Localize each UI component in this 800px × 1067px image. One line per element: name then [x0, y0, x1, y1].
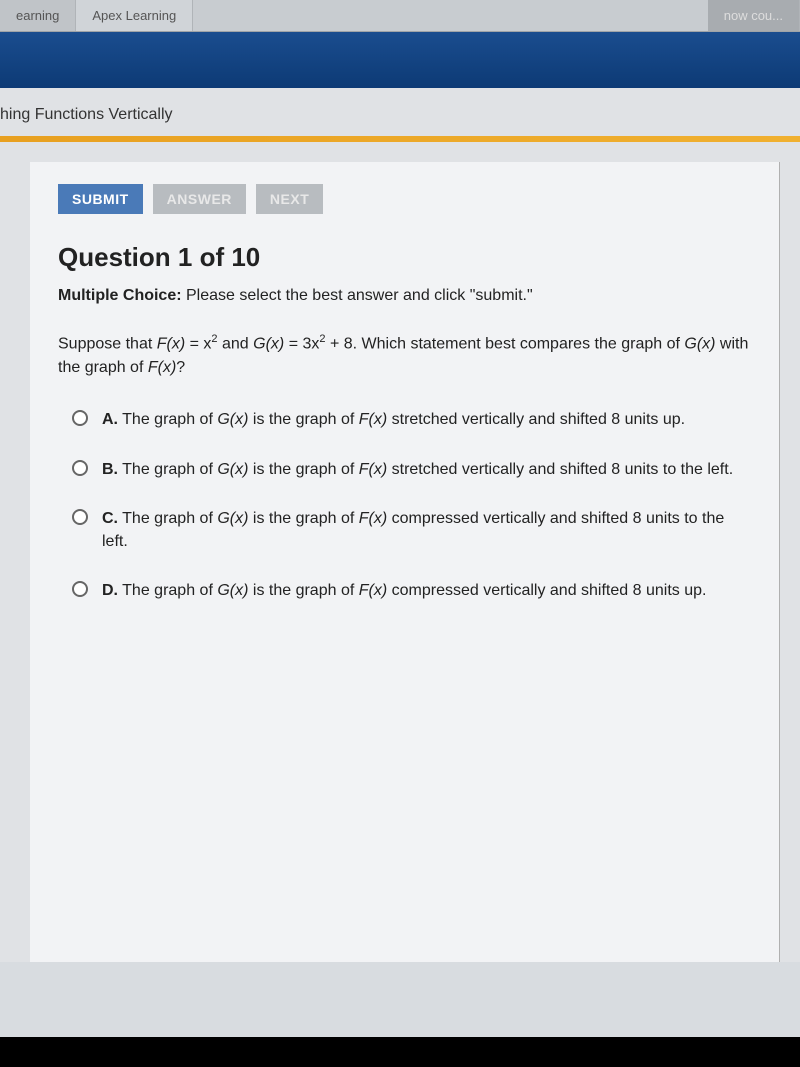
- submit-button[interactable]: SUBMIT: [58, 184, 143, 214]
- radio-a[interactable]: [72, 410, 88, 426]
- opt-d-pre: The graph of: [118, 582, 217, 599]
- opt-d-post: compressed vertically and shifted 8 unit…: [387, 582, 706, 599]
- yellow-divider: [0, 136, 800, 142]
- question-prompt: Suppose that F(x) = x2 and G(x) = 3x2 + …: [58, 331, 751, 380]
- q-and: and: [218, 335, 254, 352]
- header-blue-bar: [0, 32, 800, 88]
- instruction-text: Please select the best answer and click …: [182, 287, 533, 304]
- option-b[interactable]: B. The graph of G(x) is the graph of F(x…: [72, 458, 751, 481]
- option-c[interactable]: C. The graph of G(x) is the graph of F(x…: [72, 507, 751, 553]
- opt-c-f: F(x): [359, 510, 387, 527]
- opt-d-f: F(x): [359, 582, 387, 599]
- opt-d-g: G(x): [217, 582, 248, 599]
- opt-b-post: stretched vertically and shifted 8 units…: [387, 461, 733, 478]
- opt-c-g: G(x): [217, 510, 248, 527]
- q-gx2: G(x): [684, 335, 715, 352]
- answer-button[interactable]: ANSWER: [153, 184, 246, 214]
- option-c-text: C. The graph of G(x) is the graph of F(x…: [102, 507, 751, 553]
- lesson-title: hing Functions Vertically: [0, 88, 800, 136]
- option-a[interactable]: A. The graph of G(x) is the graph of F(x…: [72, 408, 751, 431]
- q-fx: F(x): [157, 335, 185, 352]
- next-button[interactable]: NEXT: [256, 184, 323, 214]
- radio-c[interactable]: [72, 509, 88, 525]
- content-area: hing Functions Vertically SUBMIT ANSWER …: [0, 88, 800, 962]
- opt-a-mid: is the graph of: [248, 411, 358, 428]
- button-row: SUBMIT ANSWER NEXT: [58, 184, 751, 214]
- browser-tabs: earning Apex Learning now cou...: [0, 0, 800, 32]
- bottom-bezel: [0, 1037, 800, 1067]
- opt-a-letter: A.: [102, 411, 118, 428]
- instruction-label: Multiple Choice:: [58, 287, 182, 304]
- opt-d-mid: is the graph of: [248, 582, 358, 599]
- q-prefix: Suppose that: [58, 335, 157, 352]
- option-a-text: A. The graph of G(x) is the graph of F(x…: [102, 408, 685, 431]
- option-d[interactable]: D. The graph of G(x) is the graph of F(x…: [72, 579, 751, 602]
- opt-a-f: F(x): [359, 411, 387, 428]
- opt-b-g: G(x): [217, 461, 248, 478]
- question-title: Question 1 of 10: [58, 242, 751, 273]
- radio-d[interactable]: [72, 581, 88, 597]
- q-fx2: F(x): [148, 359, 176, 376]
- opt-b-f: F(x): [359, 461, 387, 478]
- option-d-text: D. The graph of G(x) is the graph of F(x…: [102, 579, 706, 602]
- opt-b-pre: The graph of: [118, 461, 217, 478]
- options-list: A. The graph of G(x) is the graph of F(x…: [58, 408, 751, 602]
- opt-c-pre: The graph of: [118, 510, 217, 527]
- q-qmark: ?: [176, 359, 185, 376]
- tab-apex-learning[interactable]: Apex Learning: [76, 0, 193, 31]
- opt-a-pre: The graph of: [118, 411, 217, 428]
- q-eq2: = 3x: [284, 335, 319, 352]
- opt-b-mid: is the graph of: [248, 461, 358, 478]
- opt-c-letter: C.: [102, 510, 118, 527]
- opt-c-mid: is the graph of: [248, 510, 358, 527]
- q-eq1: = x: [185, 335, 211, 352]
- radio-b[interactable]: [72, 460, 88, 476]
- opt-d-letter: D.: [102, 582, 118, 599]
- opt-b-letter: B.: [102, 461, 118, 478]
- q-gx: G(x): [253, 335, 284, 352]
- tab-right-partial[interactable]: now cou...: [708, 0, 800, 31]
- opt-a-post: stretched vertically and shifted 8 units…: [387, 411, 685, 428]
- q-plus8: + 8. Which statement best compares the g…: [326, 335, 685, 352]
- instruction-line: Multiple Choice: Please select the best …: [58, 287, 751, 305]
- opt-a-g: G(x): [217, 411, 248, 428]
- quiz-container: SUBMIT ANSWER NEXT Question 1 of 10 Mult…: [30, 162, 780, 962]
- option-b-text: B. The graph of G(x) is the graph of F(x…: [102, 458, 733, 481]
- tab-left-partial[interactable]: earning: [0, 0, 76, 31]
